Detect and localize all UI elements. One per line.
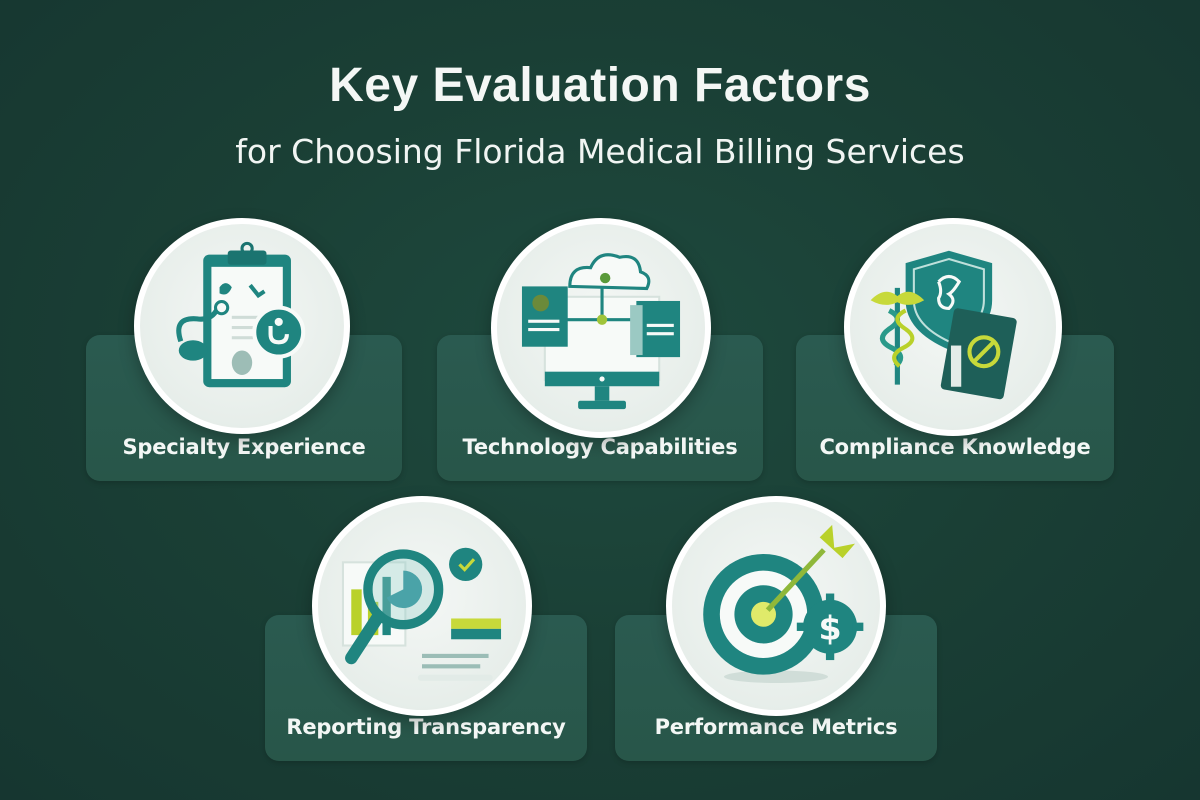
cloud-computer-icon [491,218,711,438]
svg-text:$: $ [819,608,842,647]
factor-label: Technology Capabilities [462,435,738,459]
shield-caduceus-book-icon [844,218,1062,436]
factor-label: Compliance Knowledge [819,435,1091,459]
target-dollar-icon: $ [666,496,886,716]
factor-label: Performance Metrics [654,715,898,739]
factor-label: Specialty Experience [122,435,366,459]
page-subtitle: for Choosing Florida Medical Billing Ser… [235,132,965,171]
page-title: Key Evaluation Factors [329,59,871,112]
factor-label: Reporting Transparency [286,715,566,739]
clipboard-stethoscope-icon [134,218,350,434]
magnifier-chart-icon [312,496,532,716]
